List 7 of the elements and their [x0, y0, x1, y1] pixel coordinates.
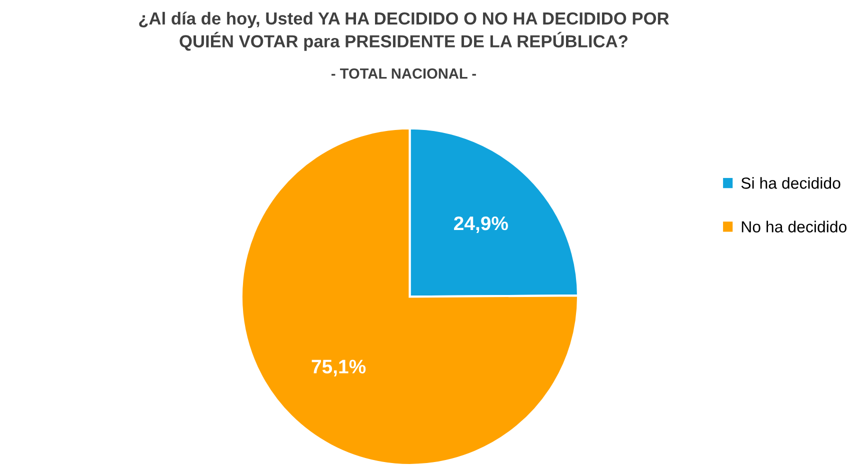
legend-label: Si ha decidido: [741, 177, 840, 189]
pie-slice: [240, 127, 580, 466]
data-label: 75,1%: [312, 360, 366, 376]
chart-subtitle: - TOTAL NACIONAL -: [332, 68, 476, 79]
chart-title: ¿Al día de hoy, Usted YA HA DECIDIDO O NO HA DECIDIDO POR QUIÉN VOTAR para PRESIDENTE DE LA REPÚBLICA?: [139, 12, 669, 51]
data-label: 24,9%: [454, 216, 508, 234]
legend-label: No ha decidido: [742, 220, 847, 232]
